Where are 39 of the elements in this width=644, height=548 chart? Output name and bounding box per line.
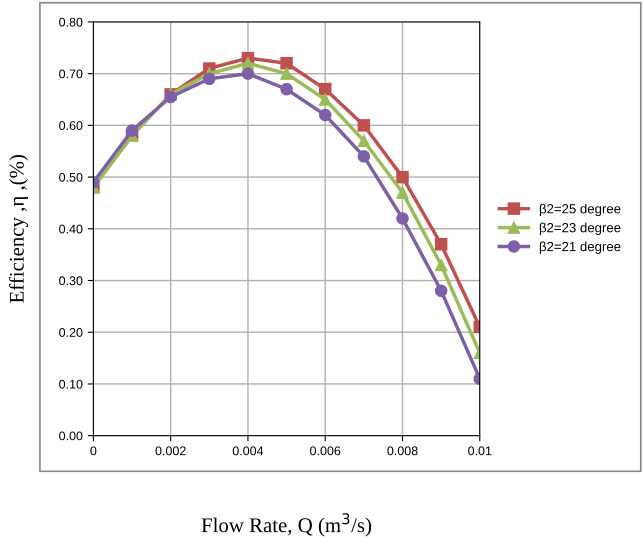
y-tick-label: 0.10 [59, 380, 82, 389]
point [242, 67, 254, 80]
x-tick-label: 0.002 [156, 446, 186, 456]
point [280, 82, 293, 96]
point [434, 258, 448, 272]
y-tick-label: 0.60 [59, 121, 82, 130]
point [318, 108, 332, 122]
point [318, 82, 332, 96]
point [280, 57, 293, 70]
y-tick-label: 0.30 [59, 276, 82, 286]
point [358, 150, 370, 163]
point [164, 90, 177, 104]
legend-label: β2=23 degree [540, 222, 620, 235]
y-tick-label: 0.40 [59, 224, 82, 234]
y-tick-label: 0.70 [59, 69, 82, 78]
legend-label: β2=25 degree [540, 204, 620, 216]
point [203, 72, 216, 86]
point [358, 134, 370, 148]
x-tick-label: 0.006 [310, 446, 340, 456]
y-tick-label: 0.00 [59, 431, 82, 440]
point [434, 238, 448, 251]
x-tick-label: 0.01 [468, 446, 492, 456]
x-axis-title: Flow Rate, Q (m$^{3}$/s) [202, 513, 372, 537]
legend-label: β2=21 degree [540, 242, 620, 254]
point [318, 93, 332, 106]
x-tick-label: 0 [90, 446, 96, 456]
x-tick-label: 0.004 [232, 446, 264, 456]
y-axis-title: Efficiency ,η ,(%) [8, 155, 28, 303]
point [280, 67, 293, 80]
point [434, 284, 448, 298]
y-tick-label: 0.50 [59, 172, 82, 182]
x-tick-label: 0.008 [387, 446, 418, 456]
point [358, 119, 370, 132]
point [396, 170, 409, 184]
point [396, 186, 409, 199]
point [396, 212, 409, 225]
y-tick-label: 0.80 [59, 18, 82, 27]
y-tick-label: 0.20 [59, 328, 82, 337]
point [126, 124, 138, 137]
